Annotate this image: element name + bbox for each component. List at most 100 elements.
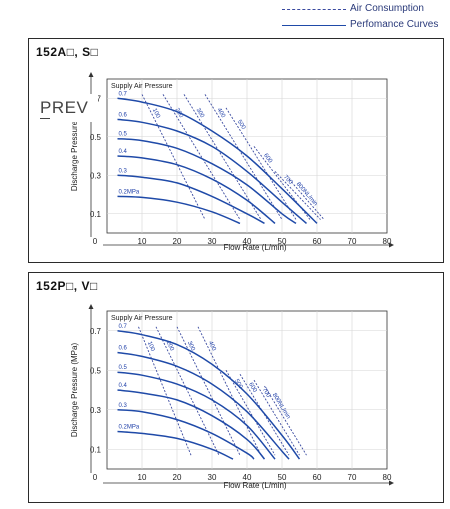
air-consumption-label: 100 <box>151 108 161 120</box>
supply-air-pressure-label: Supply Air Pressure <box>111 83 173 90</box>
prev-button[interactable]: PREV <box>34 94 98 122</box>
chart-plot-152a: 0 10 20 30 40 50 60 70 80 0.1 0.3 0.5 0.7 Flow Rate (… <box>70 72 394 252</box>
x-tick-label: 0 <box>93 473 98 482</box>
supply-pressure-label: 0.5 <box>119 365 128 371</box>
supply-pressure-label: 0.4 <box>119 149 128 155</box>
y-tick-label: 0.5 <box>90 366 102 375</box>
performance-curve <box>117 430 234 460</box>
supply-pressure-label: 0.5 <box>119 132 128 138</box>
air-consumption-line <box>183 94 262 220</box>
x-tick-label: 20 <box>173 473 182 482</box>
x-tick-label: 30 <box>208 473 217 482</box>
x-tick-label: 60 <box>313 237 322 246</box>
air-consumption-line <box>197 326 262 456</box>
x-tick-label: 40 <box>243 237 252 246</box>
air-consumption-line <box>204 94 283 220</box>
chart-panel-152a: 152A□, S□ 0 10 20 30 40 50 60 70 80 0.1 0.3 0.5 0.7 F… <box>28 38 444 263</box>
legend-air-consumption: Air Consumption <box>282 2 448 16</box>
x-tick-label: 60 <box>313 473 322 482</box>
supply-pressure-label: 0.4 <box>119 383 128 389</box>
air-consumption-label: 500 <box>236 119 247 131</box>
air-consumption-label: 300 <box>195 107 206 119</box>
air-consumption-label: 100 <box>146 341 156 353</box>
performance-curve <box>117 155 276 224</box>
air-consumption-label: 200 <box>165 340 175 352</box>
y-tick-label: 0.1 <box>90 445 102 454</box>
air-consumption-label: 700 <box>261 387 272 399</box>
chart-title: 152A□, S□ <box>36 45 99 59</box>
supply-pressure-label: 0.2MPa <box>119 424 140 430</box>
supply-pressure-label: 0.2MPa <box>119 189 140 195</box>
air-consumption-label: 400 <box>216 107 227 119</box>
x-tick-label: 50 <box>278 237 287 246</box>
air-consumption-label: 600 <box>247 382 258 394</box>
air-consumption-label: 300 <box>186 340 196 352</box>
supply-pressure-label: 0.7 <box>119 91 128 97</box>
legend-air-consumption-label: Air Consumption <box>350 3 424 14</box>
air-consumption-label: 400 <box>207 340 217 352</box>
air-consumption-label: 800NL/min <box>295 181 319 207</box>
prev-underline <box>40 118 50 119</box>
air-consumption-label: 200 <box>174 107 185 119</box>
y-tick-label: 0.7 <box>90 327 102 336</box>
air-consumption-line <box>225 107 297 220</box>
legend-solid-line <box>282 25 346 26</box>
air-consumption-line <box>176 326 241 456</box>
performance-curve <box>117 118 307 224</box>
supply-air-pressure-label: Supply Air Pressure <box>111 315 173 322</box>
y-tick-label: 0.5 <box>90 133 102 142</box>
y-axis-label: Discharge Pressure (MPa) <box>70 343 79 438</box>
air-consumption-line <box>138 326 192 456</box>
legend-dashed-line <box>282 9 346 10</box>
supply-pressure-label: 0.3 <box>119 168 128 174</box>
air-consumption-line <box>141 94 206 220</box>
air-consumption-line <box>225 370 276 456</box>
x-tick-label: 20 <box>173 237 182 246</box>
performance-curve <box>117 389 266 460</box>
legend-performance-curves: Perfomance Curves <box>282 18 448 32</box>
performance-curve <box>117 351 290 460</box>
chart-panel-152p: 152P□, V□ 0 10 20 30 40 50 60 70 80 0.1 0.3 0.5 0.7 F… <box>28 272 444 503</box>
air-consumption-line <box>274 171 321 220</box>
y-axis-arrow-head <box>88 304 94 309</box>
x-tick-label: 70 <box>348 237 357 246</box>
x-axis-label: Flow Rate (L/min) <box>223 481 286 490</box>
x-tick-label: 70 <box>348 473 357 482</box>
y-axis-arrow-head <box>88 72 94 77</box>
x-tick-label: 80 <box>383 237 392 246</box>
x-tick-label: 0 <box>93 237 98 246</box>
supply-pressure-label: 0.3 <box>119 403 128 409</box>
x-tick-label: 10 <box>138 473 147 482</box>
y-tick-label: 0.3 <box>90 171 102 180</box>
x-tick-label: 10 <box>138 237 147 246</box>
y-axis-label: Discharge Pressure <box>70 120 79 191</box>
y-tick-label: 0.3 <box>90 406 102 415</box>
legend-performance-label: Perfomance Curves <box>350 19 439 30</box>
chart-title: 152P□, V□ <box>36 279 98 293</box>
air-consumption-label: 600 <box>262 153 273 165</box>
x-axis-arrow-head <box>389 242 394 248</box>
x-axis-label: Flow Rate (L/min) <box>223 243 286 252</box>
air-consumption-label: 800NL/min <box>271 392 291 420</box>
air-consumption-line <box>162 94 241 220</box>
performance-curve <box>117 137 297 225</box>
performance-curve <box>117 371 276 460</box>
chart-plot-152p: 0 10 20 30 40 50 60 70 80 0.1 0.3 0.5 0.7 Flow Rate (… <box>70 304 394 490</box>
performance-curve <box>117 195 241 225</box>
x-tick-label: 80 <box>383 473 392 482</box>
air-consumption-line <box>288 178 325 220</box>
supply-pressure-label: 0.7 <box>119 324 128 330</box>
x-axis-arrow-head <box>389 480 394 486</box>
air-consumption-label: 500 <box>233 378 244 390</box>
x-tick-label: 30 <box>208 237 217 246</box>
performance-curve <box>117 97 318 224</box>
chart-legend: Air Consumption Perfomance Curves <box>282 2 448 34</box>
prev-button-label: PREV <box>40 98 89 117</box>
air-consumption-line <box>264 385 307 456</box>
performance-curve <box>117 330 301 460</box>
x-tick-label: 50 <box>278 473 287 482</box>
air-consumption-label: 700 <box>282 174 294 186</box>
supply-pressure-label: 0.6 <box>119 345 128 351</box>
air-consumption-line <box>155 326 220 456</box>
performance-curve <box>117 174 265 225</box>
